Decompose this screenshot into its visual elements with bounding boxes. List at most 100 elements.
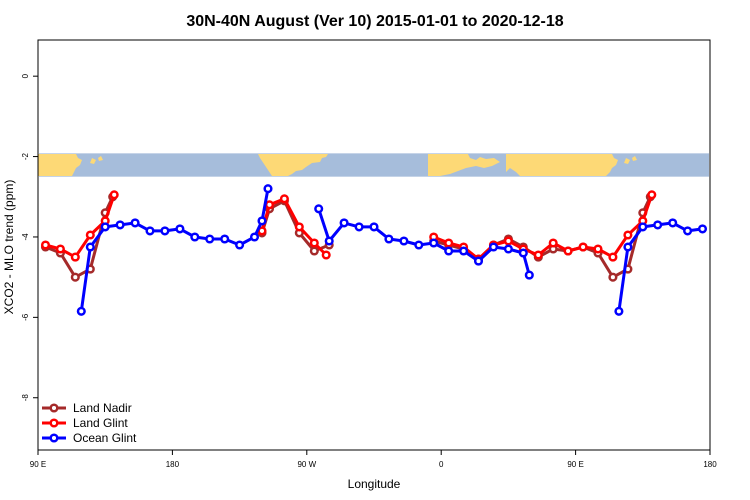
map-land-north-america xyxy=(258,154,328,176)
x-axis: 90 E 180 90 W 0 90 E 180 xyxy=(30,450,717,469)
data-point-ocean-glint xyxy=(220,234,230,244)
x-tick-label: 90 E xyxy=(30,460,46,469)
data-point-ocean-glint xyxy=(314,204,324,214)
data-point-land-glint xyxy=(279,194,289,204)
data-point-land-nadir xyxy=(70,272,80,282)
map-land-asia xyxy=(38,154,82,176)
data-point-ocean-glint xyxy=(76,306,86,316)
legend-label: Ocean Glint xyxy=(73,431,137,445)
data-point-ocean-glint xyxy=(85,242,95,252)
data-point-land-glint xyxy=(70,252,80,262)
series-line-ocean-glint xyxy=(317,208,531,276)
data-point-land-glint xyxy=(109,190,119,200)
data-point-ocean-glint xyxy=(130,218,140,228)
data-point-ocean-glint xyxy=(524,270,534,280)
data-point-ocean-glint xyxy=(257,216,267,226)
data-point-ocean-glint xyxy=(190,232,200,242)
data-point-land-glint xyxy=(647,190,657,200)
plot-frame xyxy=(37,39,711,451)
legend-item-land-nadir: Land Nadir xyxy=(42,401,132,415)
data-point-land-glint xyxy=(321,250,331,260)
world-map-strip xyxy=(38,153,709,177)
data-point-ocean-glint xyxy=(115,220,125,230)
y-tick-label: -6 xyxy=(21,313,30,321)
data-point-land-glint xyxy=(40,240,51,250)
data-point-ocean-glint xyxy=(175,224,185,234)
y-tick-label: 0 xyxy=(21,73,30,78)
data-point-land-glint xyxy=(309,238,319,248)
series-line-land-nadir xyxy=(433,196,652,279)
legend-label: Land Glint xyxy=(73,416,128,430)
data-point-land-nadir xyxy=(608,272,618,282)
data-point-ocean-glint xyxy=(697,224,708,234)
series-land-nadir xyxy=(40,192,655,282)
data-point-ocean-glint xyxy=(145,226,155,236)
data-point-ocean-glint xyxy=(488,242,499,252)
data-point-ocean-glint xyxy=(683,226,693,236)
data-point-ocean-glint xyxy=(399,236,409,246)
data-point-ocean-glint xyxy=(354,222,364,232)
data-point-land-glint xyxy=(563,246,573,256)
data-point-ocean-glint xyxy=(653,220,663,230)
data-point-ocean-glint xyxy=(249,232,260,242)
legend-swatch-marker xyxy=(49,433,59,443)
chart-title: 30N-40N August (Ver 10) 2015-01-01 to 20… xyxy=(186,13,563,30)
data-point-ocean-glint xyxy=(263,184,273,194)
map-land xyxy=(38,154,637,176)
data-point-land-glint xyxy=(264,200,275,210)
data-point-ocean-glint xyxy=(429,238,439,248)
data-point-ocean-glint xyxy=(414,240,424,250)
data-point-ocean-glint xyxy=(473,256,484,266)
data-point-ocean-glint xyxy=(235,240,245,250)
x-tick-label: 90 E xyxy=(567,460,583,469)
data-point-land-glint xyxy=(593,244,603,254)
map-land-japan-2 xyxy=(624,156,637,164)
legend-swatch-marker xyxy=(49,418,59,428)
data-point-land-glint xyxy=(503,236,513,246)
x-axis-label: Longitude xyxy=(348,477,401,491)
map-land-japan xyxy=(90,156,103,164)
data-point-land-glint xyxy=(294,222,304,232)
x-tick-label: 0 xyxy=(439,460,444,469)
map-land-asia-2 xyxy=(506,154,618,176)
legend-swatch-marker xyxy=(49,403,59,413)
x-tick-label: 180 xyxy=(166,460,180,469)
series-line-land-glint xyxy=(433,194,654,261)
data-point-ocean-glint xyxy=(205,234,215,244)
data-point-ocean-glint xyxy=(444,246,454,256)
legend-item-ocean-glint: Ocean Glint xyxy=(42,431,137,445)
data-point-ocean-glint xyxy=(339,218,349,228)
y-axis-label: XCO2 - MLO trend (ppm) xyxy=(2,180,16,315)
legend-item-land-glint: Land Glint xyxy=(42,416,128,430)
data-point-land-glint xyxy=(85,230,95,240)
data-point-land-glint xyxy=(444,238,454,248)
y-tick-label: -4 xyxy=(21,233,30,241)
data-point-land-glint xyxy=(55,244,65,254)
data-point-ocean-glint xyxy=(668,218,678,228)
data-point-ocean-glint xyxy=(503,244,513,254)
data-point-ocean-glint xyxy=(614,306,624,316)
data-point-ocean-glint xyxy=(459,246,469,256)
x-tick-label: 90 W xyxy=(297,460,316,469)
data-point-ocean-glint xyxy=(623,242,633,252)
legend-label: Land Nadir xyxy=(73,401,132,415)
data-point-ocean-glint xyxy=(100,222,110,232)
data-point-ocean-glint xyxy=(324,236,334,246)
series-line-land-nadir xyxy=(44,196,115,279)
data-point-ocean-glint xyxy=(384,234,394,244)
data-point-ocean-glint xyxy=(369,222,379,232)
data-point-land-glint xyxy=(548,238,558,248)
y-axis: 0 -2 -4 -6 -8 xyxy=(21,73,38,401)
data-point-land-nadir xyxy=(309,246,319,256)
map-land-eurafrica xyxy=(428,154,500,176)
data-point-ocean-glint xyxy=(160,226,170,236)
data-point-land-glint xyxy=(623,230,633,240)
series-ocean-glint xyxy=(76,184,708,316)
data-point-ocean-glint xyxy=(518,248,528,258)
data-point-land-glint xyxy=(533,250,543,260)
x-tick-label: 180 xyxy=(703,460,717,469)
data-point-ocean-glint xyxy=(638,222,648,232)
